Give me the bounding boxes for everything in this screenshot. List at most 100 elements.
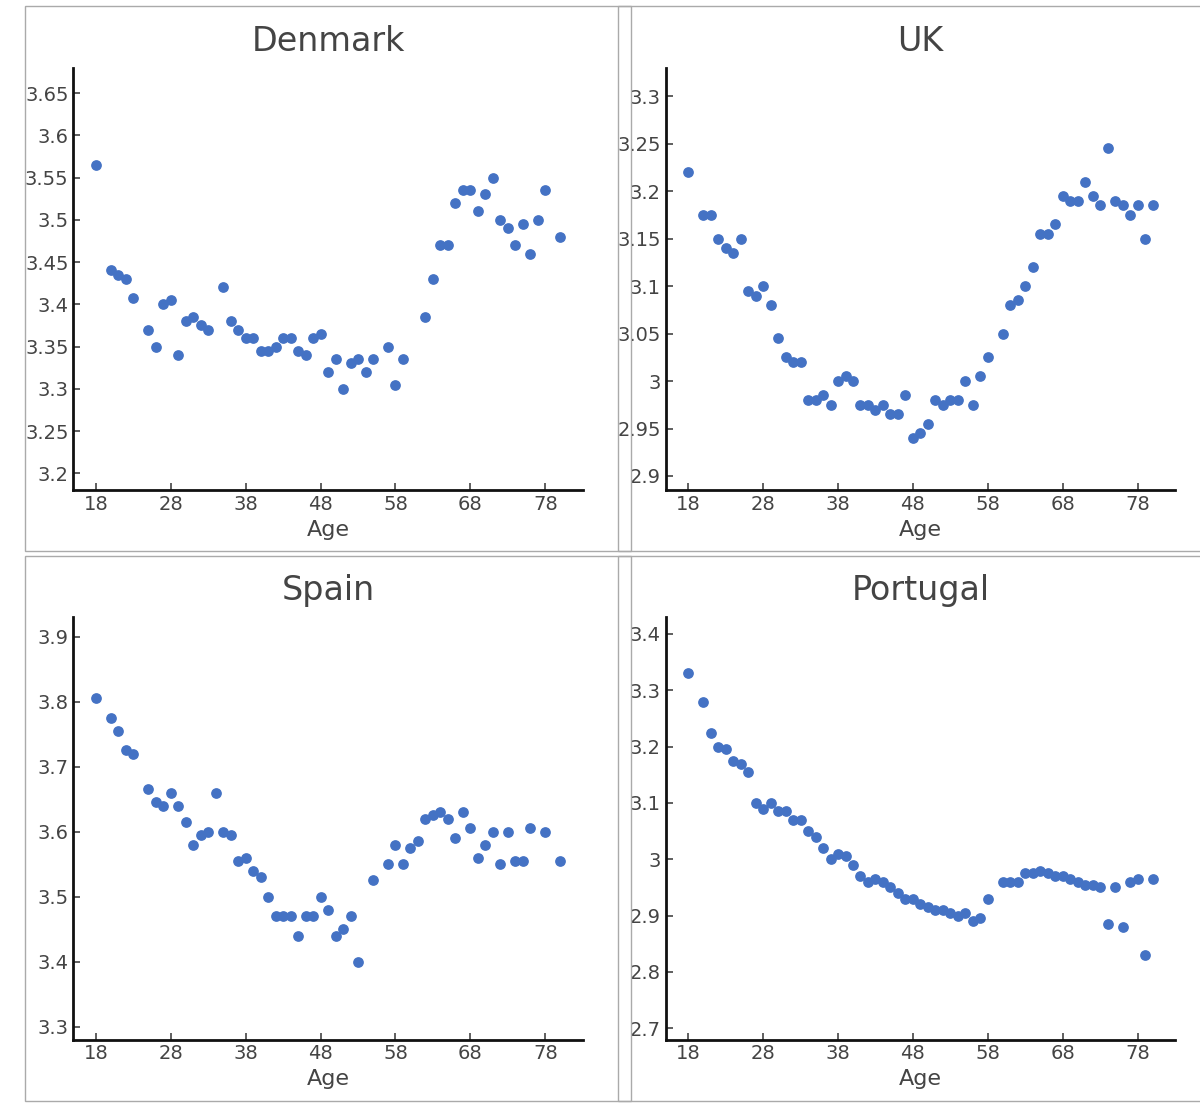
Point [709, 229, 728, 247]
Point [978, 349, 997, 367]
Point [1135, 229, 1154, 247]
Point [311, 325, 330, 343]
Point [535, 182, 554, 199]
Point [934, 901, 953, 919]
Point [416, 810, 436, 828]
Point [978, 890, 997, 908]
Point [431, 803, 450, 821]
Point [1098, 916, 1117, 934]
Point [551, 227, 570, 245]
Point [229, 852, 248, 870]
Point [806, 391, 826, 409]
Point [236, 330, 256, 348]
Point [776, 802, 796, 820]
Point [341, 907, 360, 925]
Point [139, 781, 158, 799]
Point [964, 912, 983, 930]
Point [161, 783, 180, 801]
Point [1015, 864, 1034, 882]
Point [971, 368, 990, 385]
Point [491, 856, 510, 873]
Point [724, 244, 743, 262]
Point [731, 754, 750, 772]
Point [738, 282, 757, 300]
Point [146, 793, 166, 811]
Point [1075, 876, 1094, 893]
Point [1068, 192, 1087, 209]
Point [1121, 873, 1140, 891]
Point [318, 363, 337, 381]
Point [701, 724, 720, 742]
Point [521, 820, 540, 838]
Point [955, 903, 974, 921]
X-axis label: Age: Age [306, 1069, 349, 1089]
Point [821, 395, 840, 413]
Point [221, 825, 240, 843]
Point [784, 811, 803, 829]
Point [484, 822, 503, 840]
Point [1112, 918, 1132, 936]
Point [101, 709, 120, 726]
Point [964, 395, 983, 413]
Point [505, 236, 524, 254]
Point [221, 312, 240, 330]
Point [296, 907, 316, 925]
Point [844, 856, 863, 873]
Point [461, 182, 480, 199]
Point [1054, 187, 1073, 205]
Point [836, 368, 856, 385]
Point [101, 262, 120, 280]
Point [326, 350, 346, 368]
Point [176, 813, 196, 831]
Point [244, 330, 263, 348]
Point [311, 888, 330, 906]
Point [514, 852, 533, 870]
Point [475, 836, 494, 853]
Point [334, 380, 353, 398]
Point [768, 802, 787, 820]
Point [468, 203, 487, 221]
Point [154, 295, 173, 313]
Point [836, 848, 856, 866]
Point [364, 871, 383, 889]
Point [445, 194, 464, 212]
Point [236, 849, 256, 867]
Point [1121, 206, 1140, 224]
Point [505, 852, 524, 870]
Point [1038, 864, 1057, 882]
Point [408, 832, 427, 850]
Point [169, 797, 188, 814]
Point [386, 836, 406, 853]
Point [184, 309, 203, 326]
Point [828, 844, 847, 862]
Point [1091, 879, 1110, 897]
Point [251, 868, 270, 886]
Point [274, 330, 293, 348]
Point [214, 278, 233, 296]
Point [528, 211, 547, 228]
Point [896, 387, 916, 404]
Point [348, 952, 367, 970]
Point [1015, 277, 1034, 295]
Point [401, 839, 420, 857]
Point [251, 342, 270, 360]
Title: Portugal: Portugal [851, 575, 990, 607]
Point [258, 888, 277, 906]
Point [394, 350, 413, 368]
Point [746, 286, 766, 304]
Point [154, 797, 173, 814]
Point [925, 901, 944, 919]
Point [888, 885, 907, 902]
Point [814, 839, 833, 857]
Point [1038, 225, 1057, 243]
Point [1061, 870, 1080, 888]
Point [378, 856, 397, 873]
Point [918, 898, 937, 916]
Point [904, 890, 923, 908]
Point [296, 346, 316, 364]
Point [438, 810, 457, 828]
Point [1075, 173, 1094, 190]
Point [438, 236, 457, 254]
Point [378, 338, 397, 355]
Point [806, 828, 826, 846]
